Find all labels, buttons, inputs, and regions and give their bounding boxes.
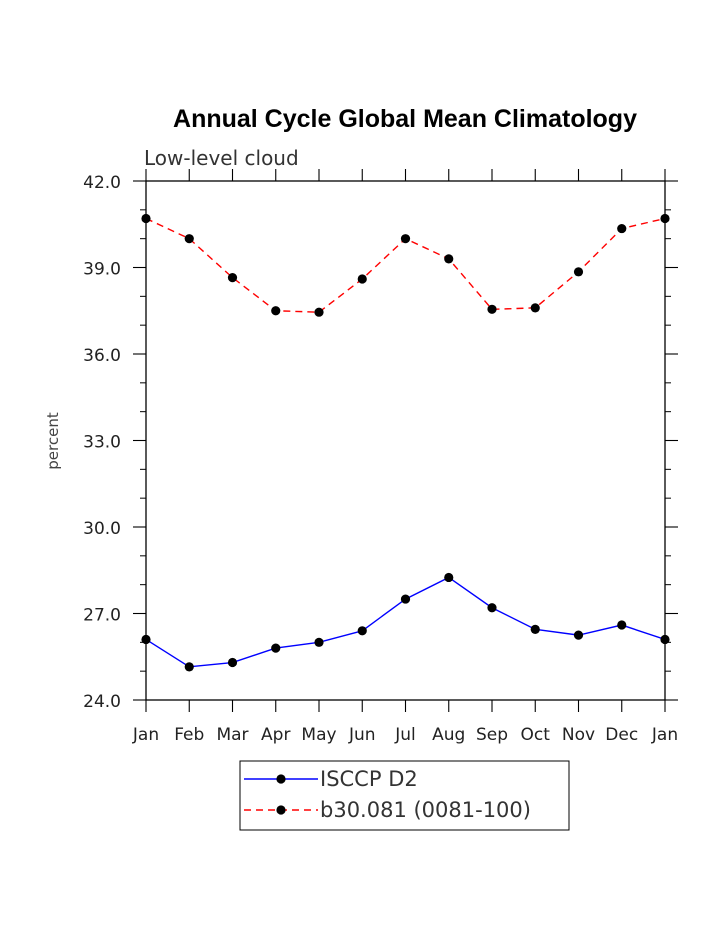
series-point — [530, 624, 540, 634]
series-point — [184, 234, 194, 244]
x-tick-label: Jun — [348, 725, 376, 745]
series-point — [617, 620, 627, 630]
series-point — [314, 307, 324, 317]
series-point — [444, 572, 454, 583]
y-tick-label: 39.0 — [83, 260, 121, 280]
y-axis-label: percent — [44, 412, 62, 470]
series-point — [444, 254, 454, 264]
series-point — [184, 662, 194, 672]
y-tick-label: 33.0 — [83, 433, 121, 453]
chart-subtitle: Low-level cloud — [144, 146, 299, 170]
y-tick-label: 27.0 — [83, 606, 121, 626]
series-point — [530, 303, 540, 313]
series-point — [271, 306, 281, 316]
x-tick-label: May — [301, 725, 336, 745]
legend-label: b30.081 (0081-100) — [320, 798, 531, 822]
legend-box — [239, 760, 570, 831]
series-point — [573, 630, 584, 640]
legend-marker — [276, 805, 286, 815]
x-tick-label: Jul — [394, 725, 416, 745]
series-point — [141, 213, 151, 224]
x-tick-label: Sep — [476, 725, 508, 745]
y-tick-label: 30.0 — [83, 519, 121, 539]
series-line — [145, 576, 666, 668]
series-point — [617, 223, 627, 234]
y-tick-label: 24.0 — [83, 692, 121, 712]
x-tick-label: Nov — [562, 725, 595, 745]
series-point — [487, 304, 497, 314]
series-point — [660, 213, 670, 224]
x-tick-label: Jan — [651, 725, 678, 745]
series-point — [573, 267, 584, 277]
y-tick-label: 36.0 — [83, 346, 121, 366]
legend: ISCCP D2 b30.081 (0081-100) — [239, 760, 570, 831]
series-point — [357, 274, 367, 284]
series-point — [400, 234, 411, 244]
series-layer — [141, 213, 670, 672]
x-tick-label: Jan — [132, 725, 159, 745]
series-point — [660, 634, 670, 645]
x-tick-label: Feb — [174, 725, 204, 745]
plot-frame — [145, 180, 666, 701]
series-point — [141, 634, 151, 645]
legend-marker — [276, 774, 286, 784]
series-point — [314, 637, 324, 647]
series-line — [145, 217, 666, 313]
x-tick-label: Mar — [216, 725, 248, 745]
x-tick-label: Oct — [521, 725, 551, 745]
x-tick-label: Dec — [605, 725, 638, 745]
series-point — [487, 603, 497, 613]
x-tick-label: Apr — [261, 725, 290, 745]
series-point — [227, 657, 238, 668]
series-point — [271, 643, 281, 653]
series-point — [357, 626, 367, 636]
chart-title: Annual Cycle Global Mean Climatology — [173, 105, 637, 133]
x-tick-label: Aug — [432, 725, 465, 745]
legend-label: ISCCP D2 — [320, 767, 418, 791]
series-point — [400, 594, 411, 604]
axes: Jan Feb Mar Apr May Jun Jul Aug Sep Oct Nov Dec Jan 2… — [83, 169, 678, 745]
series-point — [227, 272, 238, 283]
y-tick-label: 42.0 — [83, 173, 121, 193]
